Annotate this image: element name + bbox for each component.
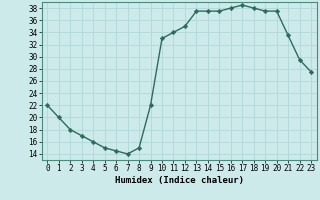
X-axis label: Humidex (Indice chaleur): Humidex (Indice chaleur)	[115, 176, 244, 185]
